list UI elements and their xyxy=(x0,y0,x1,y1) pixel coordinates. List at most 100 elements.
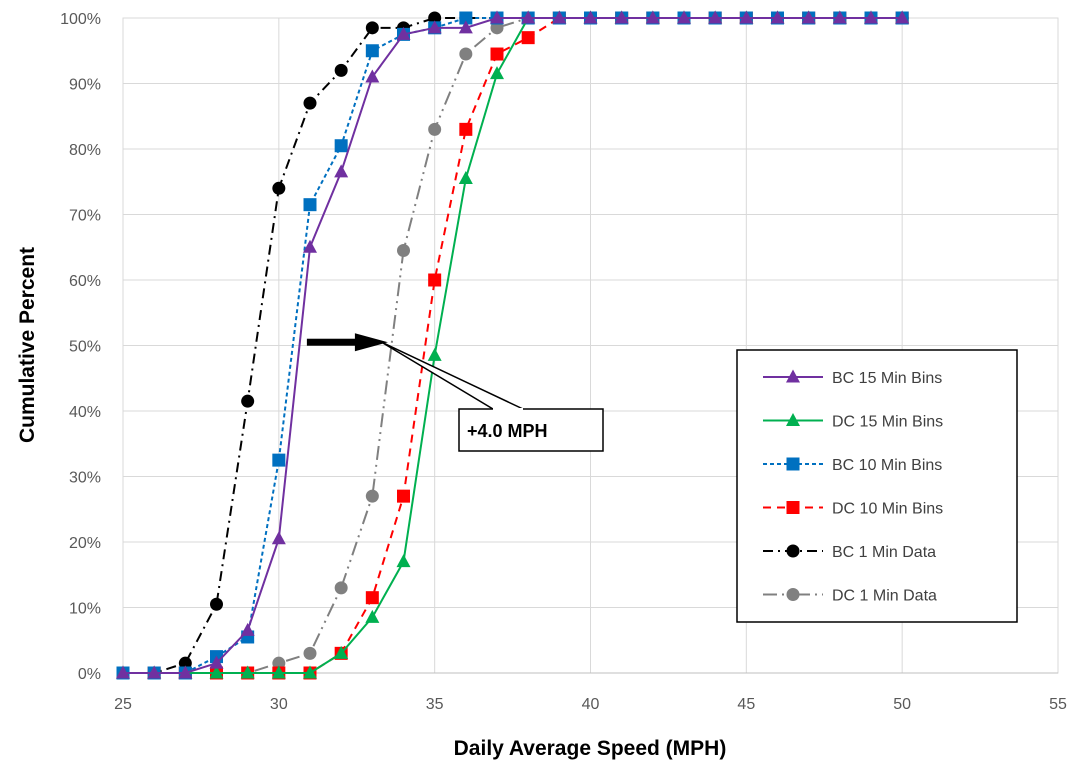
legend-marker xyxy=(786,501,800,514)
data-point xyxy=(272,181,286,195)
data-point xyxy=(334,139,348,153)
legend-item: BC 1 Min Data xyxy=(763,544,936,561)
legend-item: BC 15 Min Bins xyxy=(763,369,942,387)
data-point xyxy=(334,645,349,659)
legend-label: DC 15 Min Bins xyxy=(832,414,943,431)
legend-item: BC 10 Min Bins xyxy=(763,457,942,474)
data-point xyxy=(459,11,473,25)
speed-shift-annotation: +4.0 MPH xyxy=(306,333,604,452)
x-tick-label: 50 xyxy=(893,696,911,713)
data-point xyxy=(365,69,380,83)
y-tick-label: 50% xyxy=(69,339,101,356)
legend-marker xyxy=(786,369,800,383)
data-point xyxy=(365,21,379,35)
y-tick-label: 90% xyxy=(69,77,101,94)
data-point xyxy=(303,96,317,110)
data-point xyxy=(459,122,473,136)
data-point xyxy=(427,20,442,34)
data-point xyxy=(552,10,567,24)
data-point xyxy=(240,622,255,636)
legend-label: DC 1 Min Data xyxy=(832,588,937,605)
callout-box xyxy=(458,408,604,452)
data-point xyxy=(458,20,473,34)
data-point xyxy=(303,239,317,253)
data-point xyxy=(614,10,629,24)
axes: 0% 10% 20% 30% 40% 50% 60% 70% 80% 90% 100% 25 30 35 4… xyxy=(60,11,1067,713)
shift-arrow-head xyxy=(354,333,388,352)
data-point xyxy=(210,597,223,611)
data-point xyxy=(303,665,317,679)
legend-label: BC 1 Min Data xyxy=(832,544,936,561)
data-point xyxy=(396,26,411,40)
data-point xyxy=(272,656,286,670)
data-point xyxy=(770,10,785,24)
legend-item: DC 1 Min Data xyxy=(763,588,937,605)
data-point xyxy=(334,63,348,77)
callout-label: +4.0 MPH xyxy=(467,421,548,441)
data-point xyxy=(209,655,224,669)
data-point xyxy=(895,10,910,24)
y-tick-label: 30% xyxy=(69,470,101,487)
legend-marker xyxy=(786,588,800,601)
legend-item: DC 15 Min Bins xyxy=(763,413,943,431)
data-point xyxy=(241,394,255,408)
data-point xyxy=(365,591,379,605)
x-tick-label: 45 xyxy=(737,696,755,713)
legend: BC 15 Min Bins DC 15 Min Bins BC 10 Min Bi… xyxy=(736,349,1018,623)
y-tick-label: 60% xyxy=(69,273,101,290)
legend-item: DC 10 Min Bins xyxy=(763,501,943,518)
data-point xyxy=(832,10,847,24)
data-point xyxy=(147,665,162,679)
legend-label: BC 15 Min Bins xyxy=(832,370,942,387)
x-tick-label: 55 xyxy=(1049,696,1067,713)
data-point xyxy=(739,10,754,24)
data-point xyxy=(645,10,660,24)
series-line xyxy=(123,17,903,674)
data-point xyxy=(396,554,411,568)
data-point xyxy=(178,656,192,670)
data-point xyxy=(271,531,286,545)
x-tick-label: 35 xyxy=(426,696,444,713)
data-point xyxy=(178,665,193,679)
data-point xyxy=(365,44,379,58)
data-point xyxy=(427,347,442,361)
data-point xyxy=(490,47,504,61)
legend-box xyxy=(736,349,1018,623)
data-point xyxy=(583,10,598,24)
data-point xyxy=(428,122,442,136)
data-point xyxy=(521,31,535,45)
y-tick-label: 70% xyxy=(69,208,101,225)
data-point xyxy=(864,10,878,24)
data-point xyxy=(801,10,816,24)
data-point xyxy=(428,273,442,287)
data-point xyxy=(397,489,410,503)
data-point xyxy=(458,170,473,184)
x-tick-label: 30 xyxy=(270,696,288,713)
data-point xyxy=(303,646,317,660)
data-point xyxy=(365,489,379,503)
data-point xyxy=(490,21,504,35)
data-point xyxy=(334,581,348,595)
data-point xyxy=(490,66,504,80)
y-tick-label: 40% xyxy=(69,404,101,421)
y-tick-label: 100% xyxy=(60,11,101,28)
data-point xyxy=(397,244,410,258)
legend-marker xyxy=(786,413,800,426)
data-point xyxy=(303,198,317,212)
data-point xyxy=(490,10,504,24)
legend-marker xyxy=(786,457,800,471)
legend-label: BC 10 Min Bins xyxy=(832,457,942,474)
data-point xyxy=(240,665,255,679)
legend-marker xyxy=(786,544,800,558)
y-tick-label: 10% xyxy=(69,601,101,618)
data-point xyxy=(708,10,723,24)
data-point xyxy=(209,665,224,679)
x-tick-label: 25 xyxy=(114,696,132,713)
series-group xyxy=(116,10,910,680)
legend-label: DC 10 Min Bins xyxy=(832,501,943,518)
data-point xyxy=(272,453,286,467)
data-point xyxy=(428,11,442,25)
data-point xyxy=(334,164,349,178)
data-point xyxy=(459,47,473,61)
